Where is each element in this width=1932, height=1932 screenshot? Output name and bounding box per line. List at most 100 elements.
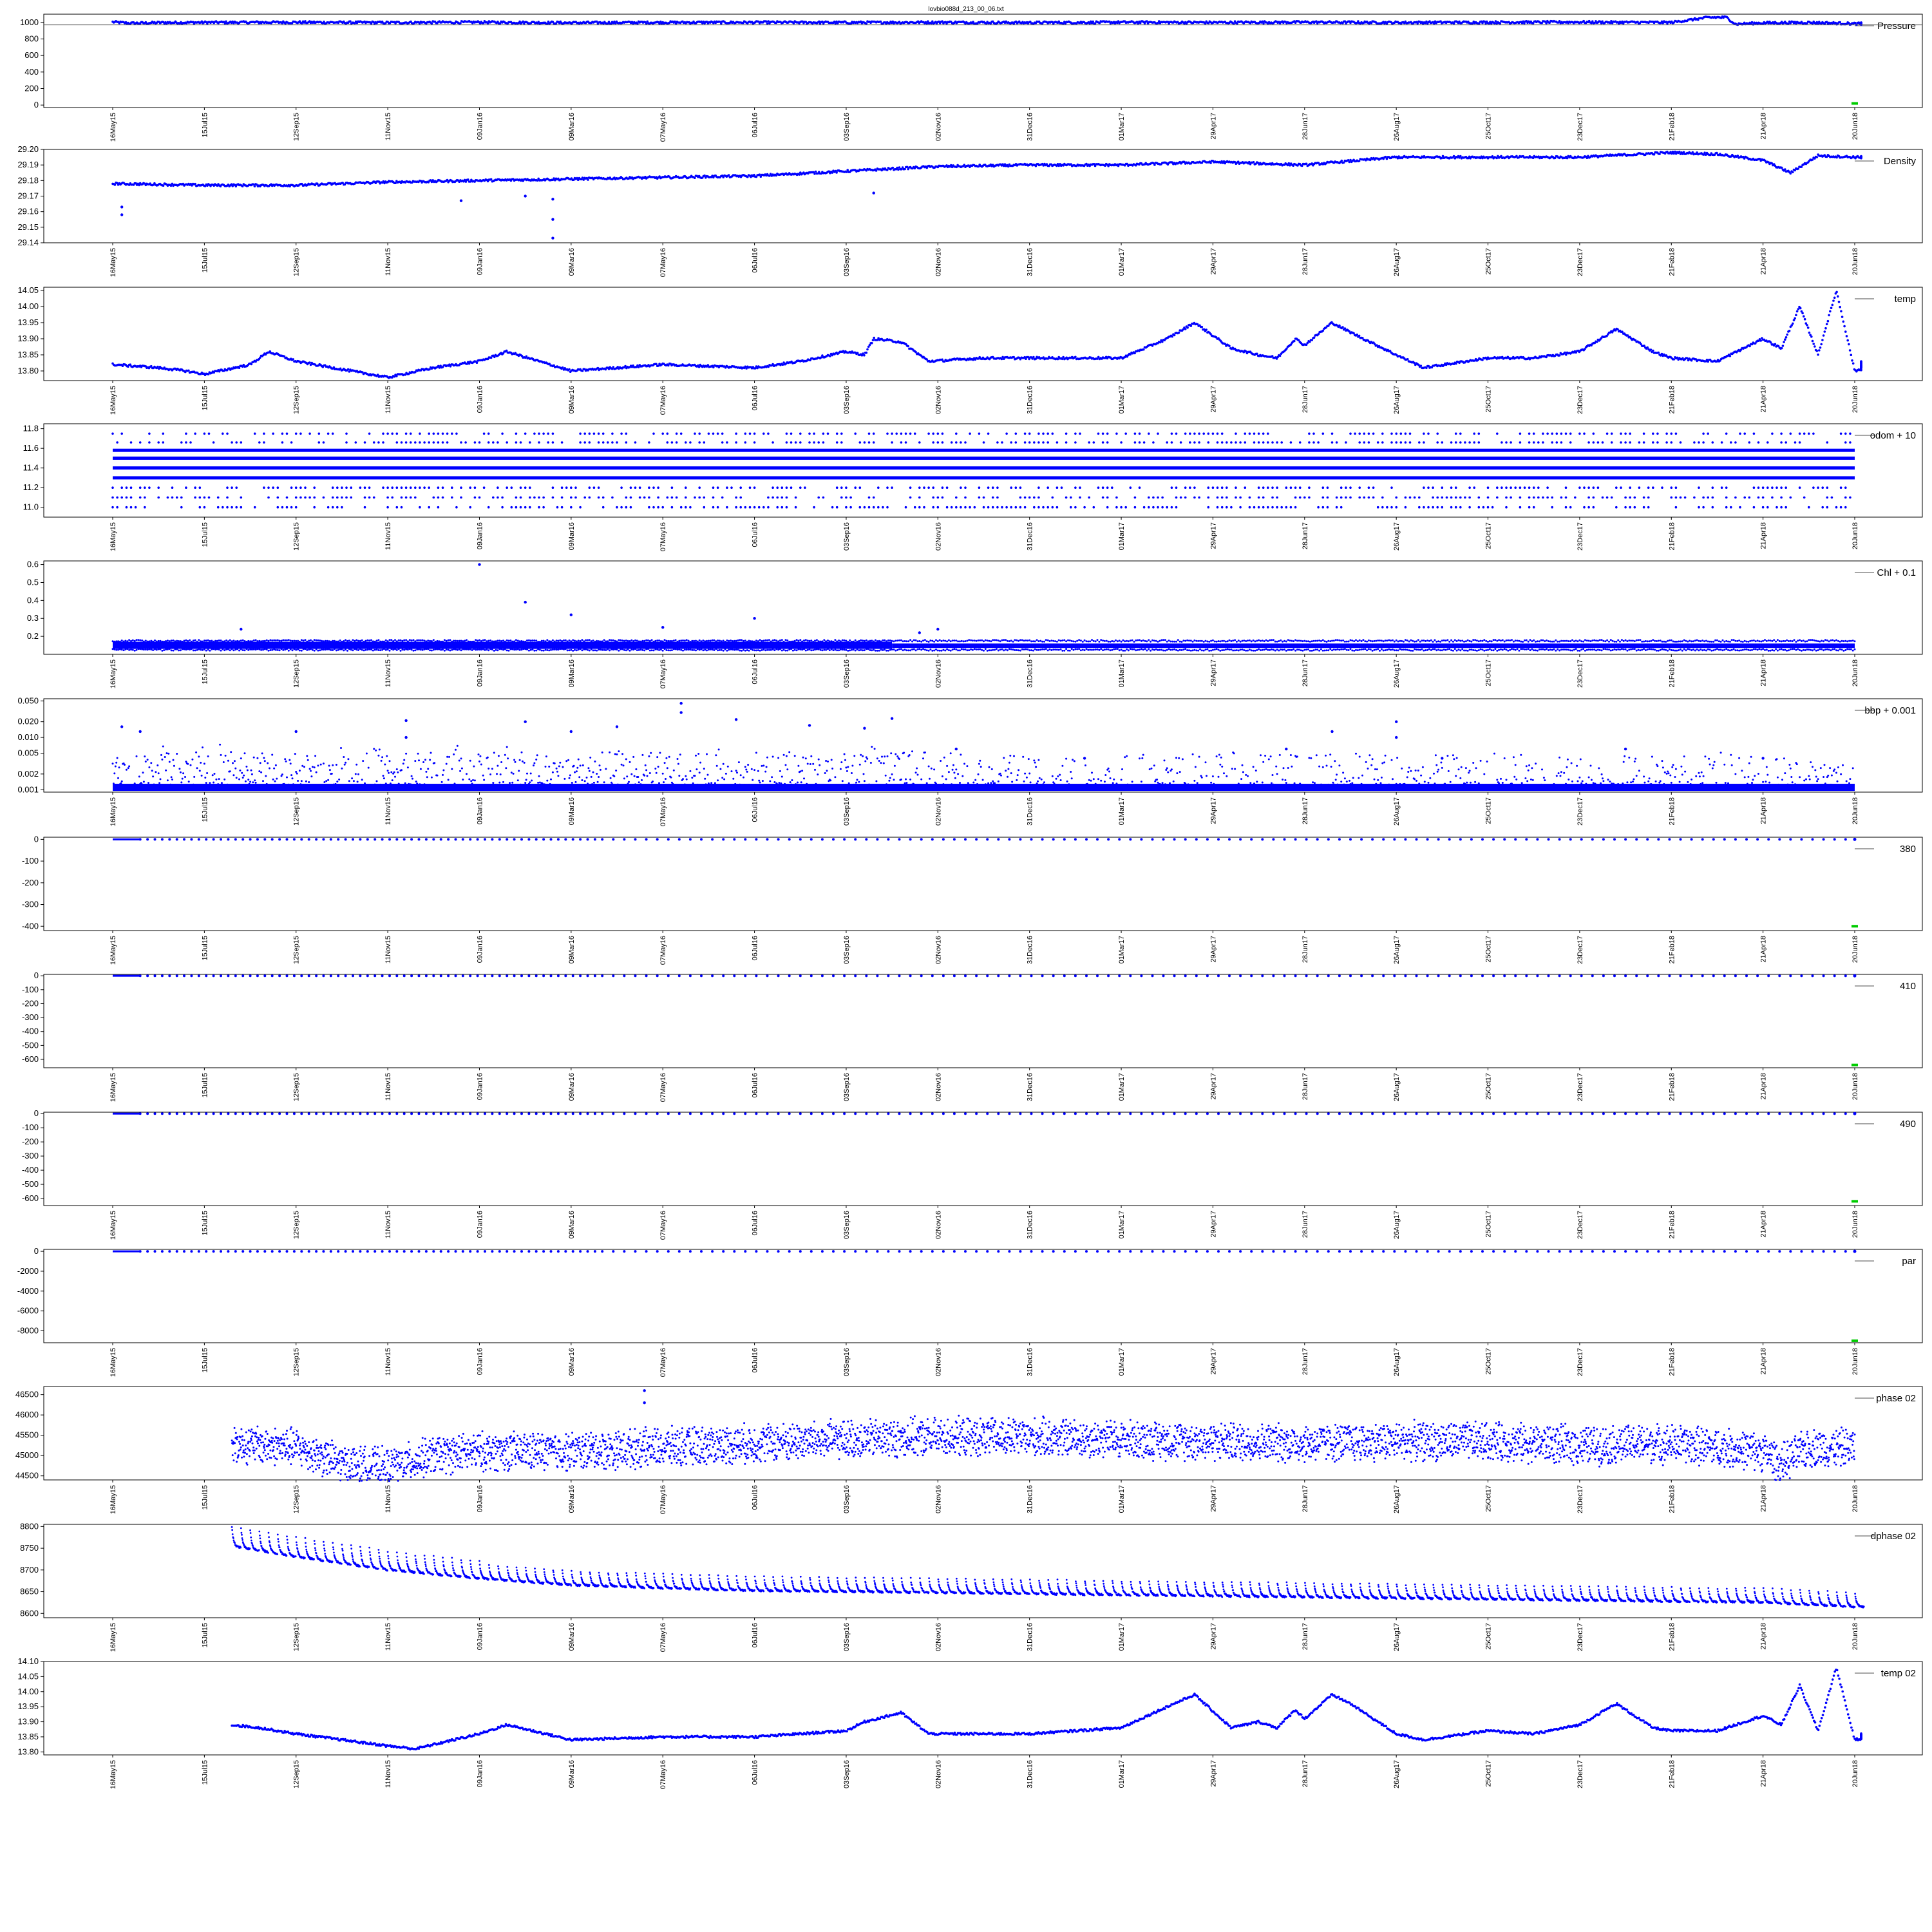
data-point <box>871 341 873 345</box>
x-tick-label: 12Sep15 <box>293 113 301 141</box>
data-point <box>1786 333 1788 336</box>
y-tick-label: 29.20 <box>17 144 39 154</box>
data-point <box>1821 339 1824 341</box>
x-tick-label: 28Jun17 <box>1302 248 1309 275</box>
data-point <box>1785 336 1788 339</box>
data-point <box>1341 326 1344 328</box>
data-point <box>1806 324 1808 327</box>
data-point <box>1795 314 1797 317</box>
y-tick-label: 1000 <box>20 17 39 27</box>
y-tick-label: 29.15 <box>17 222 39 232</box>
data-point <box>1783 341 1785 343</box>
data-point <box>522 20 524 23</box>
data-point <box>225 20 227 23</box>
data-point <box>1795 310 1799 313</box>
data-points <box>111 290 1862 379</box>
data-point <box>1657 351 1660 354</box>
data-point <box>1653 153 1656 156</box>
x-tick-label: 01Mar17 <box>1118 248 1126 276</box>
x-tick-label: 29Apr17 <box>1209 386 1217 413</box>
data-point <box>498 22 502 25</box>
page-title: lovbio088d_213_00_06.txt <box>0 6 1932 13</box>
data-point <box>905 166 909 169</box>
x-tick-label: 11Nov15 <box>384 113 392 140</box>
data-point <box>1649 348 1653 351</box>
x-tick-label: 07May16 <box>659 248 667 277</box>
data-point <box>1815 156 1819 158</box>
data-point <box>1803 317 1806 321</box>
x-tick-label: 26Aug17 <box>1393 113 1401 141</box>
data-point <box>1311 339 1313 341</box>
data-point <box>1789 172 1792 175</box>
data-point <box>1799 307 1802 310</box>
data-point <box>547 20 550 23</box>
data-point <box>1595 341 1598 343</box>
data-point <box>1209 162 1212 164</box>
data-point <box>467 178 469 181</box>
data-point <box>1837 295 1839 298</box>
data-point <box>187 369 190 372</box>
data-point <box>1616 328 1619 331</box>
data-point <box>1000 357 1003 361</box>
data-point <box>1173 334 1176 337</box>
data-point <box>1338 324 1341 327</box>
y-tick-label: 29.17 <box>17 191 39 201</box>
data-point <box>482 21 485 24</box>
data-point <box>1293 339 1296 343</box>
marker <box>1852 102 1858 105</box>
data-point <box>1810 336 1813 338</box>
data-point <box>1830 307 1833 310</box>
data-point <box>489 178 493 181</box>
data-point <box>781 363 784 366</box>
data-point <box>1835 290 1838 294</box>
data-point <box>1818 349 1821 352</box>
data-point <box>1691 151 1694 154</box>
plot-frame <box>43 149 1923 243</box>
data-point <box>346 368 350 371</box>
data-point <box>697 365 701 368</box>
data-point <box>1828 314 1830 317</box>
data-point <box>1808 331 1811 334</box>
data-point <box>1459 155 1462 158</box>
data-point <box>304 20 307 23</box>
data-point <box>1566 156 1569 160</box>
x-tick-label: 01Mar17 <box>1118 113 1126 140</box>
data-point <box>645 22 648 25</box>
data-point <box>1481 359 1484 361</box>
data-point <box>1672 358 1675 361</box>
data-point <box>1848 343 1850 346</box>
data-point <box>866 348 869 351</box>
outlier-point <box>524 194 527 198</box>
x-tick-label: 07May16 <box>659 386 667 415</box>
x-tick-label: 15Jul15 <box>201 248 209 273</box>
data-point <box>1305 162 1308 166</box>
data-point <box>637 366 640 368</box>
data-point <box>1171 335 1173 338</box>
data-point <box>1189 325 1193 327</box>
data-point <box>1177 331 1180 334</box>
x-tick-label: 15Jul15 <box>201 113 209 138</box>
outlier-point <box>120 205 124 209</box>
data-point <box>1441 156 1443 160</box>
data-point <box>1278 354 1282 357</box>
data-point <box>301 22 303 24</box>
data-point <box>1184 328 1187 330</box>
data-point <box>1806 327 1810 329</box>
data-point <box>1814 345 1816 348</box>
data-point <box>636 22 639 25</box>
data-point <box>727 174 730 176</box>
panel-density: 29.1429.1529.1629.1729.1829.1929.2016May… <box>17 144 1923 277</box>
data-point <box>1340 159 1343 162</box>
data-point <box>1493 22 1496 24</box>
data-point <box>370 22 373 25</box>
data-point <box>1769 341 1772 344</box>
x-tick-label: 23Dec17 <box>1577 113 1584 141</box>
data-point <box>1564 351 1566 354</box>
data-point <box>1832 299 1835 302</box>
data-point <box>1831 303 1834 307</box>
data-point <box>546 22 549 25</box>
x-tick-label: 02Nov16 <box>934 113 942 141</box>
data-point <box>863 354 866 357</box>
data-point <box>1228 345 1231 348</box>
